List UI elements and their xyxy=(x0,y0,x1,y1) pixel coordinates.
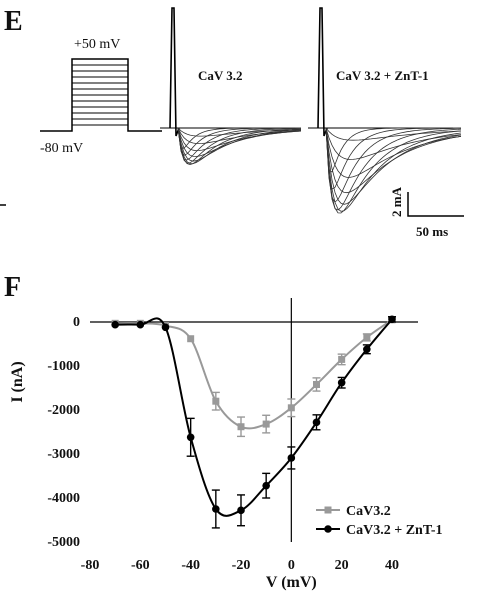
data-point xyxy=(262,420,270,428)
data-point xyxy=(262,481,270,490)
series-cav32 xyxy=(111,316,396,438)
panel-e-letter: E xyxy=(4,6,23,37)
panel-f-letter: F xyxy=(4,272,21,303)
protocol-outline xyxy=(40,58,162,132)
trace-group-cav32: CaV 3.2 xyxy=(160,7,302,166)
trace-label-cav32-znt1: CaV 3.2 + ZnT-1 xyxy=(336,68,429,83)
current-trace xyxy=(177,127,302,161)
y-tick-label: 0 xyxy=(73,315,80,330)
y-tick-label: -1000 xyxy=(47,359,80,374)
voltage-protocol: +50 mV -80 mV xyxy=(40,37,162,156)
y-tick-label: -2000 xyxy=(47,403,80,418)
x-tick-label: 40 xyxy=(385,558,399,573)
data-point xyxy=(111,320,119,329)
data-point xyxy=(388,315,396,324)
protocol-steps xyxy=(72,64,128,126)
current-trace xyxy=(177,127,302,137)
current-trace xyxy=(177,127,302,152)
data-point xyxy=(312,418,321,427)
legend-label: CaV3.2 xyxy=(346,504,391,519)
capacitive-transient xyxy=(317,7,328,137)
data-point xyxy=(237,423,245,431)
x-tick-label: -40 xyxy=(181,558,200,573)
x-tick-label: -60 xyxy=(131,558,150,573)
current-traces-cav32 xyxy=(160,7,302,166)
data-point xyxy=(337,378,346,387)
protocol-top-label: +50 mV xyxy=(74,37,120,52)
current-traces-cav32-znt1 xyxy=(308,7,462,214)
current-trace xyxy=(325,127,462,211)
y-axis-title: I (nA) xyxy=(9,361,26,402)
legend-entry: CaV3.2 + ZnT-1 xyxy=(316,523,443,538)
data-point xyxy=(212,505,220,513)
current-trace xyxy=(325,127,462,160)
data-point xyxy=(287,454,296,462)
data-point xyxy=(212,397,220,405)
data-point xyxy=(186,433,195,442)
current-trace xyxy=(325,127,462,141)
protocol-hold-label: -80 mV xyxy=(40,141,83,156)
data-point xyxy=(287,404,295,412)
x-tick-label: 0 xyxy=(288,558,295,573)
current-trace xyxy=(177,127,302,165)
series-fit-line xyxy=(115,317,393,517)
scale-bar-x-label: 50 ms xyxy=(416,224,448,239)
data-point xyxy=(237,506,245,515)
scale-bar: 2 mA 50 ms xyxy=(389,186,464,239)
x-axis-title: V (mV) xyxy=(266,574,317,591)
trace-label-cav32: CaV 3.2 xyxy=(198,68,243,83)
legend-marker xyxy=(324,525,332,533)
panel-e: E +50 mV -80 mV CaV 3.2 CaV 3.2 + ZnT-1 … xyxy=(0,6,464,239)
series-fit-line xyxy=(115,318,393,430)
data-point xyxy=(338,355,346,363)
data-point xyxy=(363,345,371,354)
legend-label: CaV3.2 + ZnT-1 xyxy=(346,523,443,538)
panel-f: F 0 -1000 -2000 -3000 -4000 -5000-80 -60 -40 -20… xyxy=(4,272,443,591)
data-point xyxy=(136,320,145,329)
data-point xyxy=(161,323,170,332)
legend: CaV3.2 CaV3.2 + ZnT-1 xyxy=(316,504,443,538)
series-cav32-znt1 xyxy=(111,315,396,529)
y-tick-label: -5000 xyxy=(47,535,80,550)
current-trace xyxy=(325,127,462,214)
trace-group-cav32-znt1: CaV 3.2 + ZnT-1 xyxy=(308,7,462,214)
current-trace xyxy=(325,127,462,194)
x-tick-label: -20 xyxy=(232,558,251,573)
capacitive-transient xyxy=(169,7,180,137)
iv-chart: 0 -1000 -2000 -3000 -4000 -5000-80 -60 -40 -20 0 2… xyxy=(9,298,443,591)
current-trace xyxy=(325,127,462,178)
data-point xyxy=(363,333,371,341)
current-trace xyxy=(177,127,302,145)
scale-bar-lines xyxy=(407,192,464,217)
y-tick-label: -3000 xyxy=(47,447,80,462)
data-point xyxy=(187,335,195,343)
current-trace xyxy=(177,127,302,164)
legend-entry: CaV3.2 xyxy=(316,504,391,519)
x-tick-label: 20 xyxy=(335,558,349,573)
y-tick-label: -4000 xyxy=(47,491,80,506)
current-trace xyxy=(325,127,461,190)
scale-bar-y-label: 2 mA xyxy=(389,186,404,217)
x-tick-label: -80 xyxy=(81,558,100,573)
legend-marker xyxy=(324,506,332,514)
data-point xyxy=(313,380,320,388)
